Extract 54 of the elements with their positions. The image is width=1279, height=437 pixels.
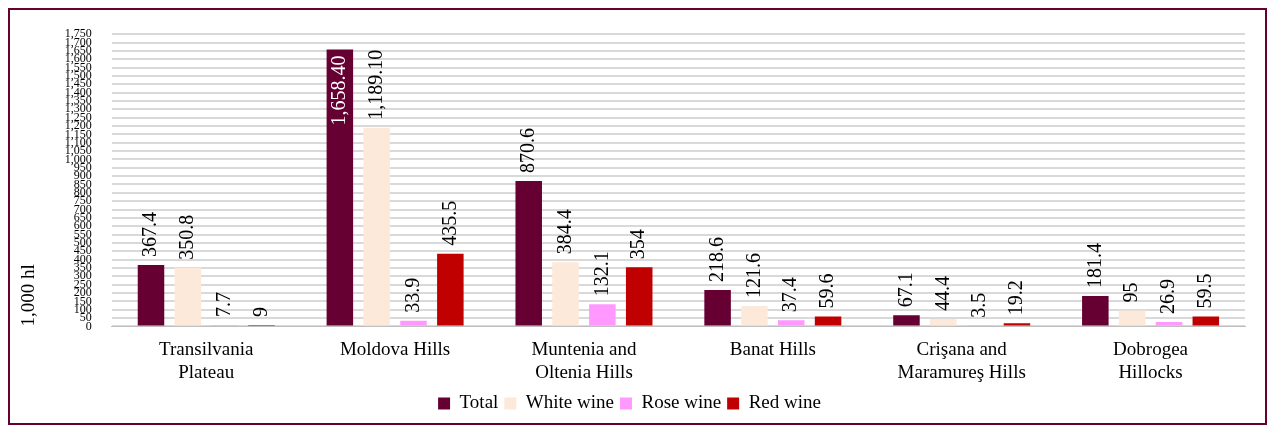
bar — [814, 316, 842, 326]
bar — [930, 318, 957, 326]
legend-label: Total — [459, 391, 499, 413]
data-label: 132.1 — [589, 251, 612, 297]
x-tick-label: Moldova Hills — [339, 337, 451, 359]
data-label: 3.5 — [967, 292, 990, 318]
data-label: 19.2 — [1004, 280, 1027, 316]
data-label: 350.8 — [175, 214, 198, 260]
x-tick-label: Crişana and Maramureş Hills — [897, 337, 1026, 382]
y-axis-title: 1,000 hl — [17, 264, 39, 327]
bar — [363, 127, 390, 326]
x-tick-label: Dobrogea Hillocks — [1113, 337, 1189, 382]
data-label: 354 — [626, 229, 649, 260]
data-label: 33.9 — [400, 277, 423, 313]
data-label: 9 — [248, 306, 271, 317]
legend-label: Rose wine — [641, 391, 722, 413]
bar — [1082, 296, 1109, 326]
data-label: 37.4 — [778, 277, 801, 313]
bar — [437, 253, 464, 326]
data-label: 59.5 — [1193, 273, 1216, 309]
bar — [515, 181, 542, 326]
bar — [1118, 310, 1146, 326]
data-label: 7.7 — [211, 292, 234, 318]
data-label: 435.5 — [437, 200, 460, 246]
bar — [777, 320, 805, 326]
data-label: 95 — [1119, 282, 1142, 303]
data-label: 1,658.40 — [327, 55, 350, 126]
data-label: 67.1 — [893, 272, 916, 308]
bar — [704, 289, 731, 326]
data-label: 181.4 — [1082, 243, 1105, 289]
bar — [174, 267, 202, 326]
bar — [1003, 323, 1031, 326]
x-tick-label: Transilvania Plateau — [159, 337, 254, 382]
bar — [589, 304, 616, 326]
bar — [326, 49, 354, 326]
data-label: 218.6 — [704, 236, 727, 282]
data-label: 26.9 — [1156, 278, 1179, 314]
data-label: 121.6 — [741, 253, 764, 299]
x-tick-label: Banat Hills — [729, 337, 816, 359]
data-label: 1,189.10 — [363, 49, 386, 120]
data-label: 870.6 — [515, 128, 538, 174]
bar — [552, 262, 579, 326]
data-label: 367.4 — [138, 212, 161, 258]
legend-label: White wine — [525, 391, 614, 413]
data-label: 384.4 — [552, 209, 575, 255]
data-label: 44.4 — [930, 275, 953, 311]
bar — [625, 267, 653, 326]
bar — [893, 315, 920, 326]
bar — [1192, 316, 1220, 326]
x-tick-label: Muntenia and Oltenia Hills — [531, 337, 637, 382]
bar — [741, 306, 768, 326]
bar — [137, 265, 165, 326]
legend-label: Red wine — [748, 391, 821, 413]
data-label: 59.6 — [815, 273, 838, 309]
